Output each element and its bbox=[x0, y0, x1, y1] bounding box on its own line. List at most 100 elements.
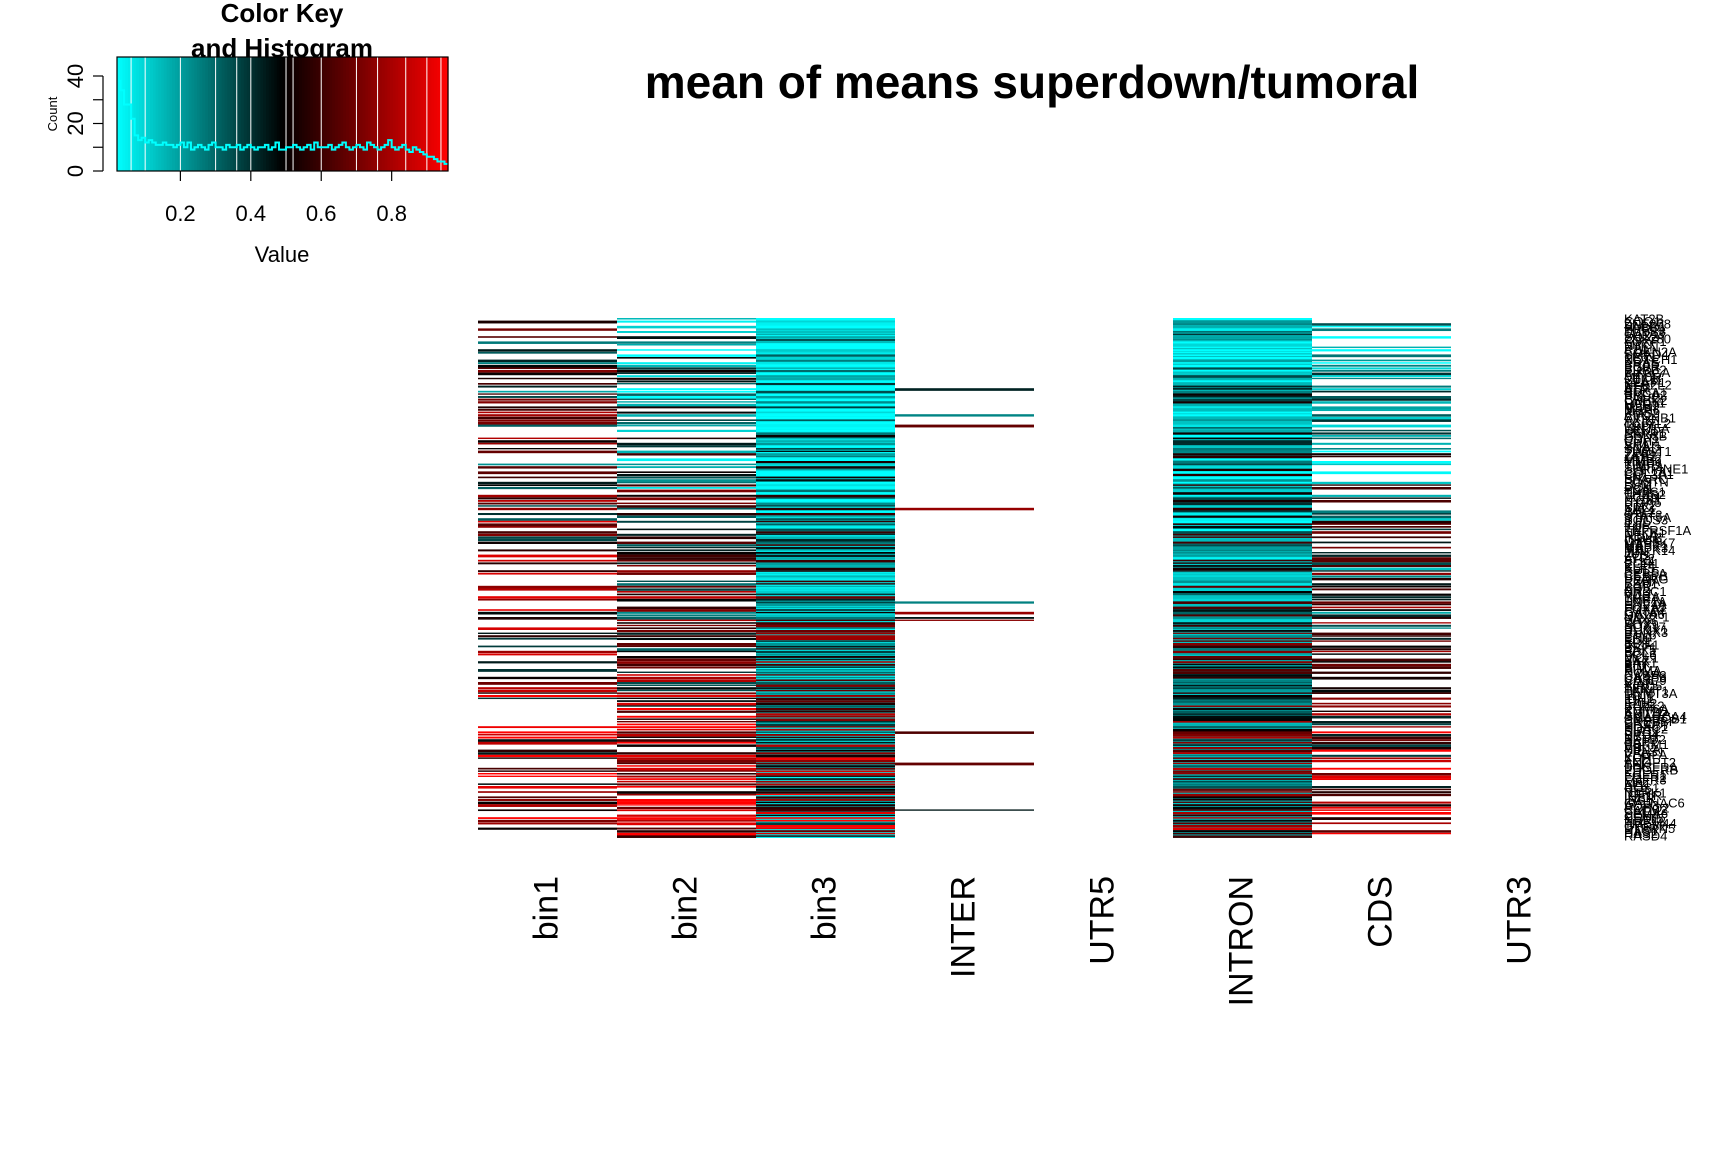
heatmap-cell bbox=[756, 606, 895, 609]
heatmap-cell bbox=[756, 320, 895, 323]
color-key-swatch bbox=[307, 57, 311, 171]
heatmap-cell bbox=[756, 377, 895, 381]
heatmap-cell bbox=[617, 674, 756, 676]
heatmap-cell bbox=[1173, 494, 1312, 497]
heatmap-cell bbox=[478, 799, 617, 801]
heatmap-cell bbox=[617, 325, 756, 329]
heatmap-cell bbox=[478, 541, 617, 544]
row-label: SOX9 bbox=[1624, 617, 1659, 632]
heatmap-cell bbox=[617, 632, 756, 635]
row-label: EGR1 bbox=[1624, 556, 1659, 571]
column-labels: bin1 bin2 bin3 INTER UTR5 INTRON CDS UTR3 bbox=[528, 876, 1539, 1006]
heatmap-cell bbox=[1312, 429, 1451, 432]
row-label: VIM bbox=[1624, 436, 1647, 451]
heatmap-cell bbox=[756, 354, 895, 357]
heatmap-cell bbox=[756, 474, 895, 477]
heatmap-cell bbox=[478, 393, 617, 395]
heatmap-cell bbox=[1312, 536, 1451, 539]
heatmap-cell bbox=[1173, 747, 1312, 749]
heatmap-cell bbox=[756, 349, 895, 352]
heatmap-cell bbox=[1173, 567, 1312, 571]
row-label: RUNX1 bbox=[1624, 622, 1668, 637]
row-label: NKX2-1 bbox=[1624, 610, 1670, 625]
heatmap-cell bbox=[478, 385, 617, 388]
heatmap-cell bbox=[756, 455, 895, 458]
heatmap-cell bbox=[1312, 822, 1451, 825]
heatmap-cell bbox=[478, 741, 617, 745]
row-label: CREBBP bbox=[1624, 714, 1677, 729]
heatmap-cell bbox=[478, 383, 617, 385]
row-label: STAT5A bbox=[1624, 510, 1672, 525]
heatmap-cell bbox=[617, 367, 756, 370]
heatmap-cell bbox=[756, 338, 895, 342]
heatmap-cell bbox=[617, 786, 756, 788]
color-key-swatch bbox=[406, 57, 410, 171]
heatmap-cell bbox=[478, 367, 617, 370]
heatmap-cell bbox=[1312, 396, 1451, 399]
row-label: ZNF208 bbox=[1624, 316, 1671, 331]
heatmap-cell bbox=[1173, 601, 1312, 604]
heatmap-cell bbox=[756, 825, 895, 828]
color-key-swatch bbox=[158, 57, 162, 171]
heatmap-cell bbox=[1312, 788, 1451, 791]
row-label: TP63 bbox=[1624, 350, 1655, 365]
heatmap-cell bbox=[617, 450, 756, 454]
heatmap-cell bbox=[617, 403, 756, 407]
row-label: NOTCH1 bbox=[1624, 352, 1677, 367]
heatmap-cell bbox=[1173, 679, 1312, 683]
heatmap-cell bbox=[756, 383, 895, 386]
color-key-swatch bbox=[227, 57, 231, 171]
color-key-swatch bbox=[188, 57, 193, 171]
heatmap-cell bbox=[1173, 393, 1312, 396]
heatmap-cell bbox=[617, 721, 756, 723]
color-key-swatch bbox=[436, 57, 441, 171]
heatmap-cell bbox=[1173, 734, 1312, 737]
heatmap-cell bbox=[1173, 757, 1312, 759]
heatmap-cell bbox=[756, 479, 895, 482]
color-key-swatch bbox=[398, 57, 402, 171]
heatmap-cell bbox=[895, 424, 1034, 428]
row-label: STAT3 bbox=[1624, 508, 1663, 523]
color-key-swatch bbox=[265, 57, 270, 171]
heatmap-cell bbox=[1312, 801, 1451, 804]
heatmap-cell bbox=[617, 331, 756, 333]
heatmap-cell bbox=[1312, 622, 1451, 624]
row-label: LRP6 bbox=[1624, 418, 1657, 433]
heatmap-cell bbox=[478, 536, 617, 539]
heatmap-cell bbox=[1312, 575, 1451, 578]
row-label: IDH2 bbox=[1624, 694, 1654, 709]
heatmap-cell bbox=[617, 419, 756, 421]
heatmap-cell bbox=[756, 749, 895, 752]
heatmap-cell bbox=[756, 513, 895, 516]
heatmap-cell bbox=[1312, 791, 1451, 794]
heatmap-cell bbox=[756, 416, 895, 420]
heatmap-cell bbox=[617, 546, 756, 549]
heatmap-cell bbox=[1173, 409, 1312, 412]
heatmap-cell bbox=[617, 624, 756, 627]
column-label: INTER bbox=[945, 876, 983, 978]
heatmap-cell bbox=[756, 380, 895, 382]
color-key-swatch bbox=[423, 57, 427, 171]
row-label: FN1 bbox=[1624, 469, 1649, 484]
heatmap-cell bbox=[1173, 754, 1312, 757]
heatmap-cell bbox=[1312, 809, 1451, 811]
color-key-swatch bbox=[122, 57, 126, 171]
heatmap-cell bbox=[756, 401, 895, 404]
color-key-swatch bbox=[351, 57, 355, 171]
heatmap-cell bbox=[1312, 541, 1451, 544]
heatmap-cell bbox=[1173, 318, 1312, 320]
heatmap-cell bbox=[617, 513, 756, 516]
heatmap-cell bbox=[617, 494, 756, 497]
heatmap-cell bbox=[756, 500, 895, 502]
color-key-swatch bbox=[395, 57, 399, 171]
heatmap-cell bbox=[1312, 692, 1451, 694]
heatmap-cell bbox=[1173, 593, 1312, 596]
heatmap-cell bbox=[1312, 565, 1451, 568]
row-label: TEK bbox=[1624, 757, 1650, 772]
heatmap-cell bbox=[895, 619, 1034, 621]
color-key-swatch bbox=[445, 57, 449, 171]
row-label: IRS1 bbox=[1624, 793, 1653, 808]
color-key-swatch bbox=[224, 57, 228, 171]
heatmap-cell bbox=[756, 617, 895, 620]
heatmap-cell bbox=[756, 622, 895, 625]
